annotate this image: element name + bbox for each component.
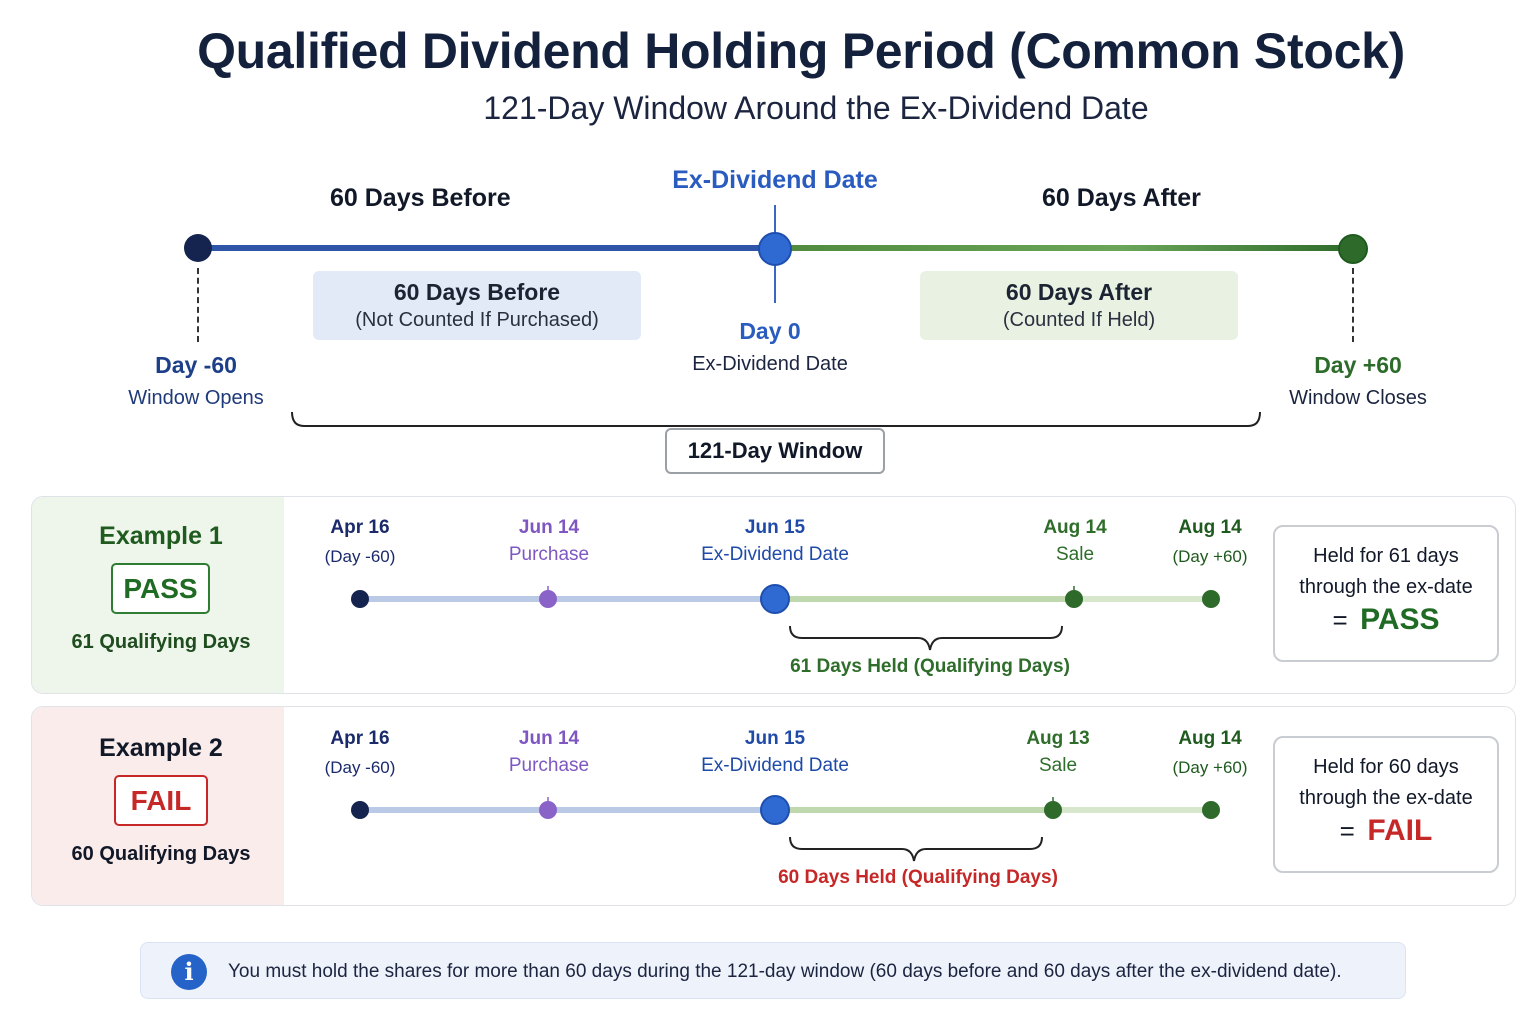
example-1-result-box: Held for 61 days through the ex-date = P…	[1273, 525, 1499, 662]
example-2-result-box: Held for 60 days through the ex-date = F…	[1273, 736, 1499, 873]
example-2-qualifying-days: 60 Qualifying Days	[71, 843, 251, 865]
ex1-ex-dividend-dot	[760, 584, 790, 614]
page-subtitle: 121-Day Window Around the Ex-Dividend Da…	[483, 90, 1149, 126]
example-2-fail-badge: FAIL	[114, 775, 208, 826]
window-close-label: Day +60 Window Closes	[1258, 352, 1458, 410]
after-segment-label: 60 Days After	[1042, 184, 1201, 212]
ex1-point-2-label: Jun 14 Purchase	[474, 517, 624, 566]
window-open-label: Day -60 Window Opens	[96, 352, 296, 410]
ex2-purchase-dot	[539, 801, 557, 819]
ex2-point-3-label: Jun 15 Ex-Dividend Date	[675, 728, 875, 777]
before-segment-label: 60 Days Before	[330, 184, 511, 212]
after-period-box: 60 Days After (Counted If Held)	[920, 271, 1238, 340]
after-box-note: (Counted If Held)	[1002, 309, 1156, 331]
example-2-timeline	[351, 795, 1220, 862]
ex1-point-4-date: Aug 14	[1043, 517, 1107, 538]
ex1-point-4-label: Aug 14 Sale	[1015, 517, 1135, 566]
ex2-held-label: 60 Days Held (Qualifying Days)	[778, 867, 1058, 888]
example-2-title: Example 2	[99, 734, 223, 762]
info-note: i You must hold the shares for more than…	[140, 942, 1406, 999]
ex2-day-minus-60-dot	[351, 801, 369, 819]
ex2-point-3-sub: Ex-Dividend Date	[701, 755, 849, 776]
ex2-sale-dot	[1044, 801, 1062, 819]
day-zero: Day 0	[739, 318, 801, 344]
ex2-point-2-label: Jun 14 Purchase	[474, 728, 624, 777]
ex1-point-3-sub: Ex-Dividend Date	[701, 544, 849, 565]
ex2-point-1-sub: (Day -60)	[324, 758, 396, 777]
ex1-result-line-1: Held for 61 days	[1313, 545, 1459, 567]
ex1-point-4-sub: Sale	[1055, 544, 1095, 565]
ex2-point-5-sub: (Day +60)	[1172, 758, 1248, 777]
ex1-point-1-label: Apr 16 (Day -60)	[300, 517, 420, 567]
ex1-point-5-sub: (Day +60)	[1172, 547, 1248, 566]
ex1-result-equals: =	[1332, 605, 1348, 635]
before-box-note: (Not Counted If Purchased)	[355, 309, 599, 331]
day-zero-label: Day 0 Ex-Dividend Date	[640, 318, 900, 376]
before-box-title: 60 Days Before	[393, 279, 561, 305]
timeline-before-line	[198, 245, 776, 251]
ex-dividend-label: Ex-Dividend Date	[672, 166, 878, 194]
ex2-point-2-date: Jun 14	[518, 728, 580, 749]
ex1-point-1-sub: (Day -60)	[324, 547, 396, 566]
ex1-day-minus-60-dot	[351, 590, 369, 608]
ex1-purchase-dot	[539, 590, 557, 608]
example-1-pass-badge: PASS	[111, 563, 210, 614]
day-zero-desc: Ex-Dividend Date	[692, 353, 848, 375]
timeline-after-line	[776, 245, 1354, 251]
ex2-point-4-date: Aug 13	[1026, 728, 1090, 749]
window-open-dot	[184, 234, 212, 262]
info-icon: i	[171, 954, 207, 990]
ex2-point-4-label: Aug 13 Sale	[998, 728, 1118, 777]
example-1-title: Example 1	[99, 522, 223, 550]
ex2-point-5-label: Aug 14 (Day +60)	[1150, 728, 1270, 778]
ex1-point-2-date: Jun 14	[518, 517, 580, 538]
window-closes-text: Window Closes	[1289, 387, 1427, 409]
ex2-result-line-2: through the ex-date	[1299, 787, 1473, 809]
window-bracket	[291, 411, 1261, 427]
ex1-result-pass: PASS	[1360, 603, 1440, 636]
ex2-held-bracket	[789, 836, 1043, 862]
page-title: Qualified Dividend Holding Period (Commo…	[197, 23, 1405, 79]
window-opens-text: Window Opens	[128, 387, 264, 409]
before-period-box: 60 Days Before (Not Counted If Purchased…	[313, 271, 641, 340]
window-close-dot	[1338, 234, 1368, 264]
example-1-timeline	[351, 584, 1220, 651]
ex2-result-line-1: Held for 60 days	[1313, 756, 1459, 778]
ex1-day-plus-60-dot	[1202, 590, 1220, 608]
ex1-point-3-date: Jun 15	[744, 517, 806, 538]
ex2-ex-dividend-dot	[760, 795, 790, 825]
day-plus-60: Day +60	[1314, 352, 1402, 378]
day-minus-60: Day -60	[155, 352, 237, 378]
ex1-held-bracket	[789, 625, 1063, 651]
ex1-point-5-label: Aug 14 (Day +60)	[1150, 517, 1270, 567]
ex2-point-5-date: Aug 14	[1178, 728, 1242, 749]
ex2-day-plus-60-dot	[1202, 801, 1220, 819]
after-box-title: 60 Days After	[1005, 279, 1153, 305]
ex1-held-label: 61 Days Held (Qualifying Days)	[790, 656, 1070, 677]
ex1-point-5-date: Aug 14	[1178, 517, 1242, 538]
ex-dividend-dot	[758, 232, 792, 266]
ex1-result-line-2: through the ex-date	[1299, 576, 1473, 598]
ex2-point-1-date: Apr 16	[330, 728, 390, 749]
ex2-point-3-date: Jun 15	[744, 728, 806, 749]
window-open-dash	[197, 268, 199, 342]
ex2-point-1-label: Apr 16 (Day -60)	[300, 728, 420, 778]
ex1-point-2-sub: Purchase	[508, 544, 590, 565]
ex2-result-equals: =	[1339, 816, 1355, 846]
ex1-point-1-date: Apr 16	[330, 517, 390, 538]
ex2-point-2-sub: Purchase	[508, 755, 590, 776]
ex2-point-4-sub: Sale	[1038, 755, 1078, 776]
window-close-dash	[1352, 268, 1354, 342]
example-1-qualifying-days: 61 Qualifying Days	[71, 631, 251, 653]
window-length-box: 121-Day Window	[665, 428, 885, 474]
ex1-sale-dot	[1065, 590, 1083, 608]
ex1-point-3-label: Jun 15 Ex-Dividend Date	[675, 517, 875, 566]
ex2-result-fail: FAIL	[1367, 814, 1433, 847]
info-note-text: You must hold the shares for more than 6…	[228, 961, 1342, 982]
